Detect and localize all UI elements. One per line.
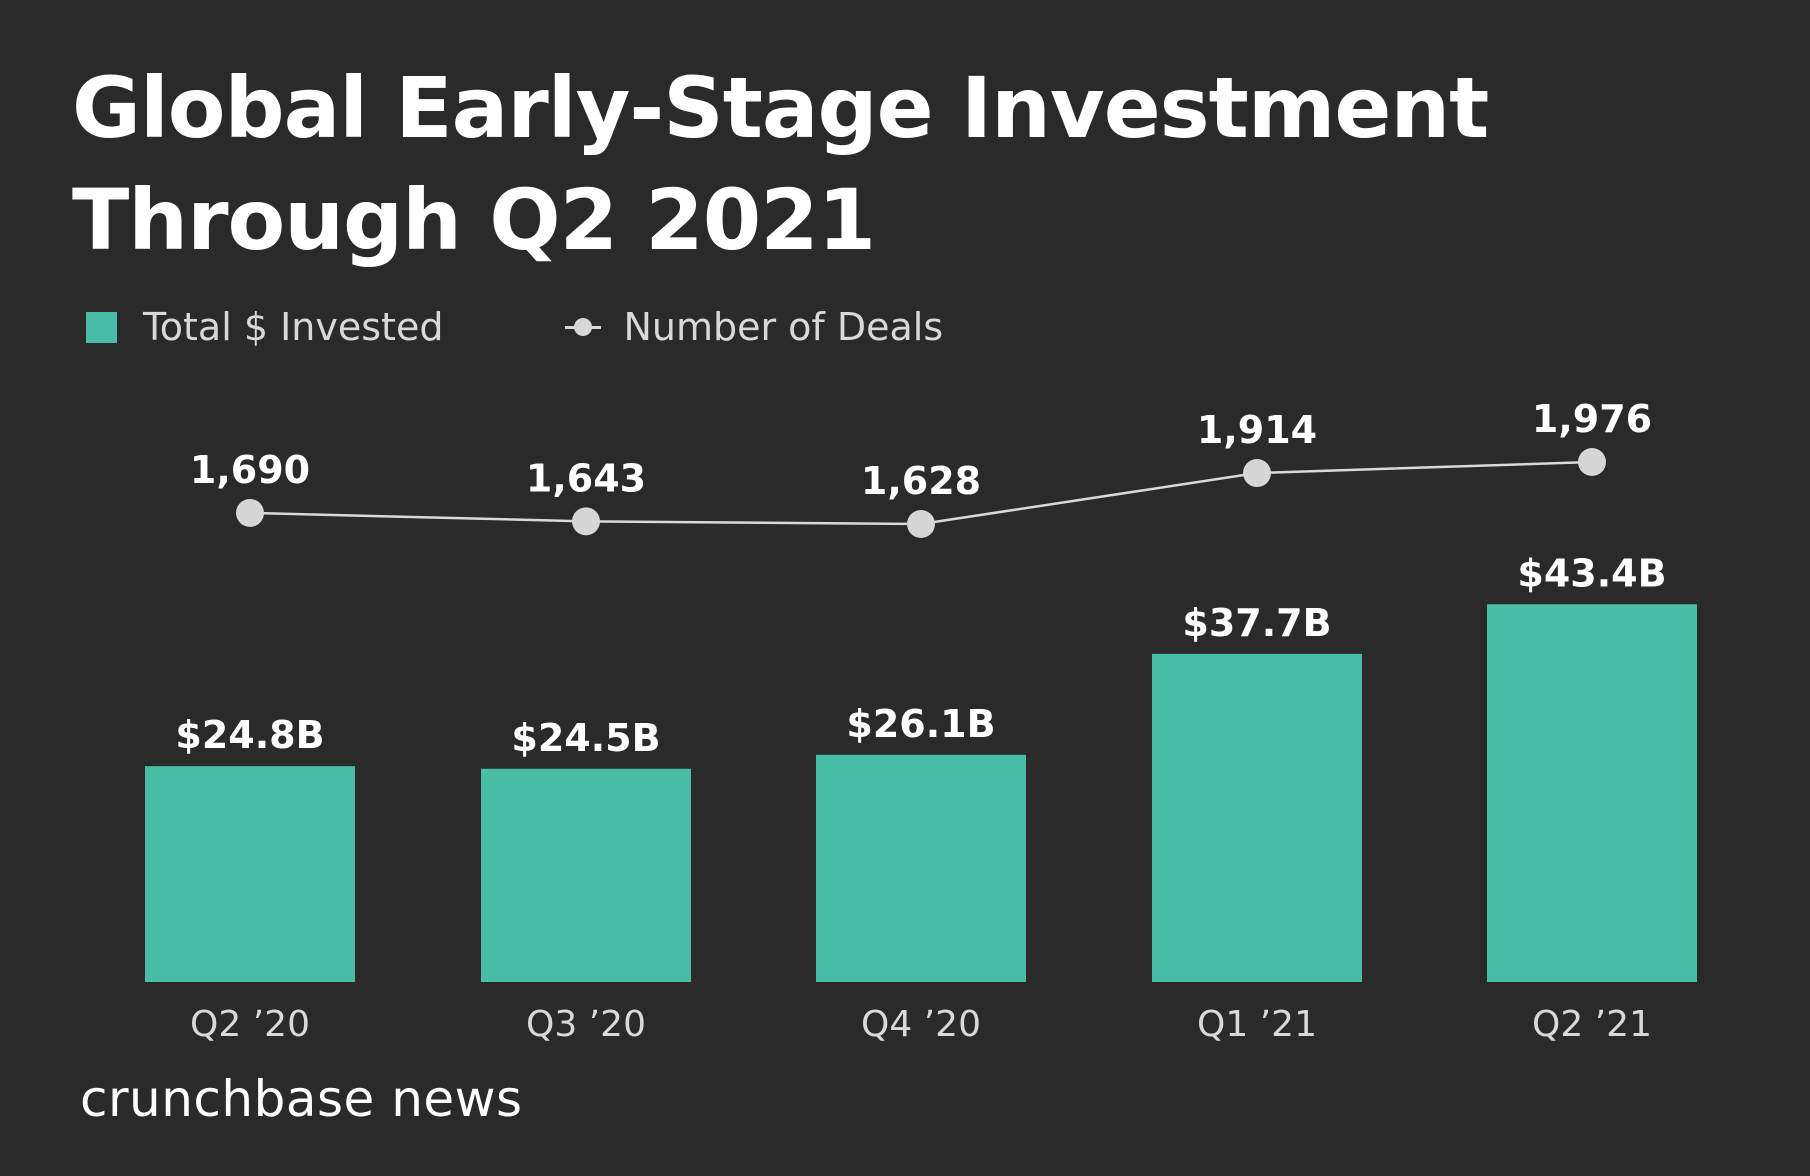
deals-value-label-0: 1,690: [190, 448, 310, 492]
legend-bar-swatch-icon: [86, 311, 117, 343]
chart-title: Global Early-Stage Investment Through Q2…: [72, 59, 1489, 269]
deals-value-label-4: 1,976: [1532, 397, 1652, 441]
legend-item-total-invested: Total $ Invested: [86, 305, 443, 349]
bar-0: [145, 766, 355, 982]
bar-value-label-2: $26.1B: [846, 702, 995, 746]
chart-legend: Total $ Invested Number of Deals: [86, 302, 1065, 352]
deals-point-0: [236, 498, 264, 527]
bar-value-label-4: $43.4B: [1517, 551, 1666, 595]
deals-point-4: [1578, 448, 1606, 476]
x-tick-label-1: Q3 ’20: [526, 1004, 646, 1045]
deals-point-3: [1243, 459, 1271, 488]
bar-1: [481, 768, 691, 982]
deals-point-1: [572, 507, 600, 536]
bar-value-label-0: $24.8B: [175, 713, 324, 757]
bar-value-label-3: $37.7B: [1182, 601, 1331, 645]
legend-label-total-invested: Total $ Invested: [143, 305, 444, 349]
x-tick-label-3: Q1 ’21: [1197, 1004, 1317, 1045]
legend-line-marker-icon: [565, 312, 602, 342]
bar-value-label-1: $24.5B: [511, 716, 660, 760]
x-tick-label-2: Q4 ’20: [861, 1004, 981, 1045]
legend-item-number-of-deals: Number of Deals: [565, 305, 943, 349]
bar-2: [816, 754, 1026, 982]
x-tick-label-4: Q2 ’21: [1532, 1004, 1652, 1045]
legend-label-number-of-deals: Number of Deals: [623, 305, 944, 349]
deals-value-label-3: 1,914: [1197, 408, 1317, 452]
bar-3: [1152, 653, 1362, 982]
deals-point-2: [907, 510, 935, 538]
brand-logo-text: crunchbase news: [80, 1070, 523, 1128]
deals-value-label-1: 1,643: [526, 456, 646, 500]
deals-value-label-2: 1,628: [861, 459, 981, 503]
x-tick-label-0: Q2 ’20: [190, 1004, 310, 1045]
bar-4: [1487, 604, 1697, 982]
